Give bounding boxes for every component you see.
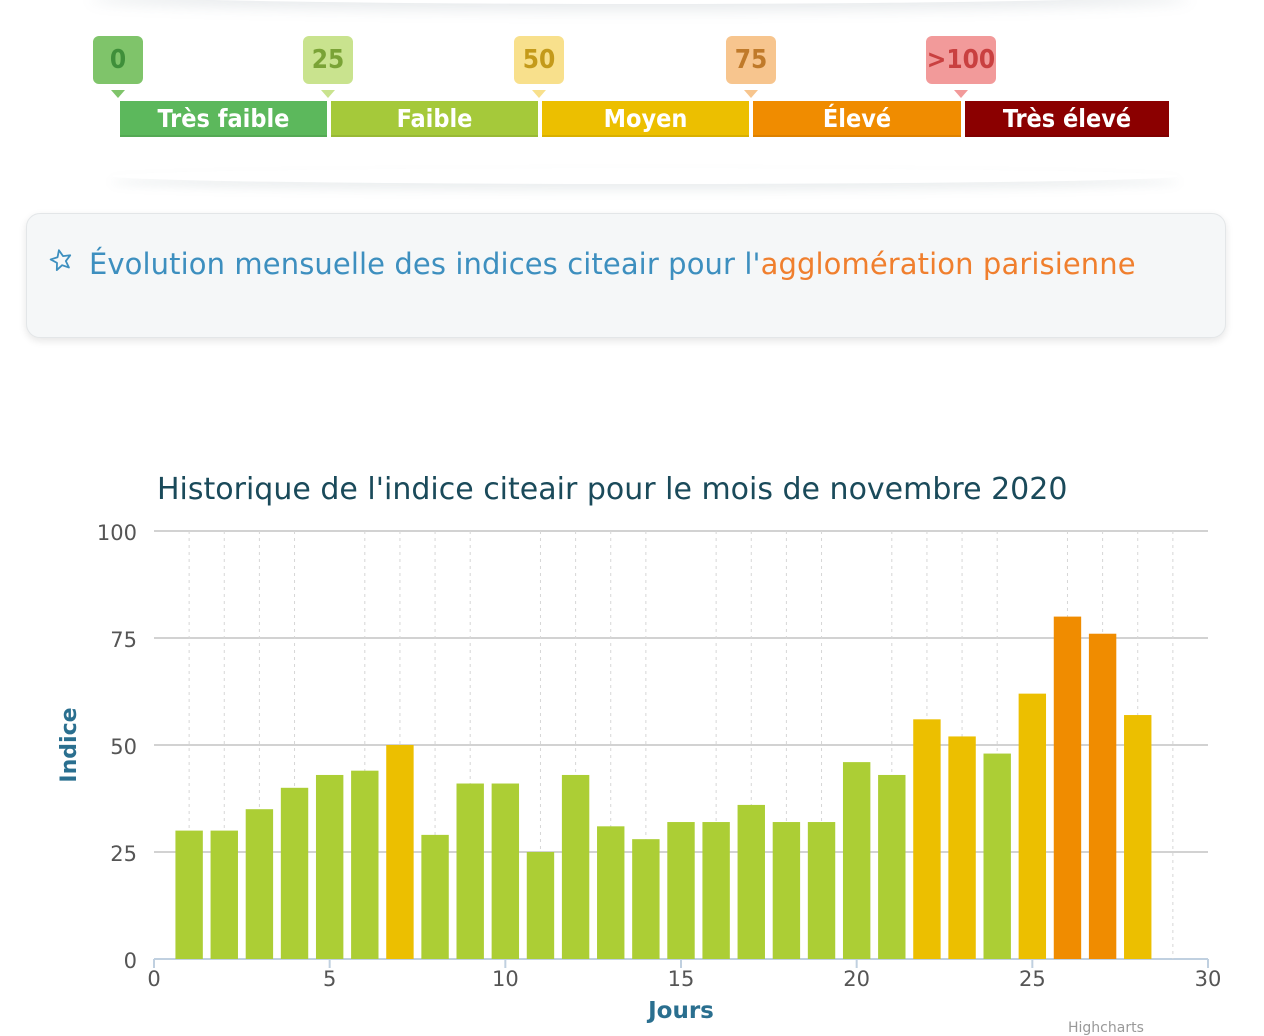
- scale-band-moyen: Moyen: [542, 101, 749, 137]
- bar-day-19: [807, 822, 836, 959]
- section-title-highlight: agglomération parisienne: [760, 247, 1136, 281]
- bar-day-7: [386, 745, 414, 959]
- chart-title: Historique de l'indice citeair pour le m…: [157, 472, 1068, 507]
- y-tick-label: 50: [110, 735, 137, 759]
- y-tick-label: 25: [110, 842, 137, 866]
- bar-day-16: [702, 822, 730, 959]
- section-header: Évolution mensuelle des indices citeair …: [26, 213, 1226, 338]
- x-tick-label: 5: [323, 967, 336, 991]
- bar-day-12: [561, 774, 590, 959]
- x-tick-label: 0: [147, 967, 160, 991]
- bar-day-25: [1018, 693, 1047, 959]
- section-title-prefix: Évolution mensuelle des indices citeair …: [89, 247, 761, 281]
- y-axis-title: Indice: [57, 707, 82, 782]
- bar-day-13: [597, 826, 625, 959]
- x-tick-label: 30: [1195, 967, 1222, 991]
- bar-day-4: [280, 787, 309, 959]
- x-tick-label: 15: [668, 967, 695, 991]
- scale-marker-0: 0: [93, 36, 143, 98]
- scale-marker-100: >100: [926, 36, 996, 98]
- scale-band-faible: Faible: [331, 101, 538, 137]
- x-tick-label: 10: [492, 967, 519, 991]
- bar-day-27: [1088, 633, 1117, 959]
- bar-day-23: [948, 736, 976, 959]
- x-axis-title: Jours: [646, 998, 714, 1024]
- bar-day-8: [421, 834, 449, 959]
- bar-day-28: [1124, 715, 1152, 959]
- bar-day-2: [210, 830, 238, 959]
- scale-marker-25: 25: [303, 36, 353, 98]
- bar-day-24: [983, 753, 1011, 959]
- scale-band-eleve: Élevé: [753, 101, 961, 137]
- scale-band-tres-faible: Très faible: [120, 101, 327, 137]
- y-tick-label: 100: [97, 521, 137, 545]
- bar-day-1: [175, 830, 203, 959]
- scale-marker-75: 75: [726, 36, 776, 98]
- bar-day-26: [1053, 616, 1082, 959]
- scale-band-tres-eleve: Très élevé: [965, 101, 1169, 137]
- bar-day-6: [351, 770, 379, 959]
- bar-day-21: [878, 774, 906, 959]
- bar-day-15: [667, 822, 695, 959]
- bar-day-18: [772, 822, 801, 959]
- section-title: Évolution mensuelle des indices citeair …: [89, 244, 1136, 284]
- bar-day-20: [842, 762, 871, 959]
- bar-day-22: [913, 719, 941, 959]
- scale-marker-50: 50: [514, 36, 564, 98]
- bar-day-14: [632, 839, 660, 959]
- y-tick-label: 75: [110, 628, 137, 652]
- x-tick-label: 20: [843, 967, 870, 991]
- bar-day-10: [491, 783, 520, 959]
- bar-day-11: [526, 852, 555, 959]
- bar-day-17: [737, 804, 765, 959]
- star-outline-icon: [49, 249, 72, 271]
- bar-day-3: [245, 809, 274, 959]
- y-tick-label: 0: [124, 949, 137, 973]
- x-tick-label: 25: [1019, 967, 1046, 991]
- chart-credits[interactable]: Highcharts: [1068, 1020, 1144, 1036]
- bar-day-5: [315, 774, 344, 959]
- bar-day-9: [456, 783, 484, 959]
- index-scale: 0 25 50 75 >100 Très faible Faible Moyen…: [0, 0, 1264, 180]
